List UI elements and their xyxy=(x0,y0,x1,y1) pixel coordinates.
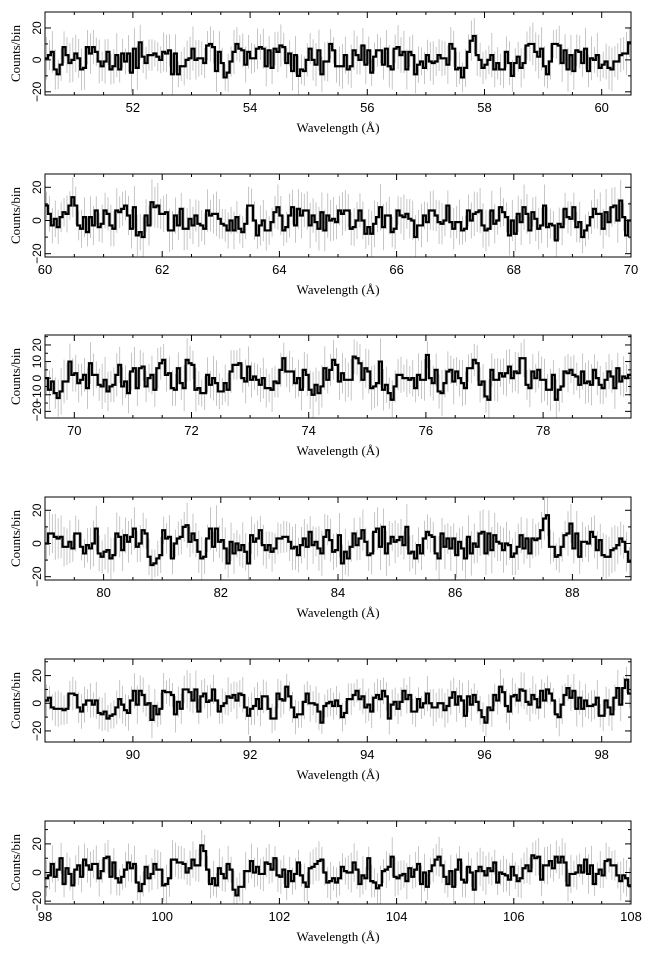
y-tick-label: 0 xyxy=(30,375,44,382)
x-tick-label: 72 xyxy=(184,423,198,438)
x-tick-label: 70 xyxy=(624,262,638,277)
y-tick-label: −20 xyxy=(30,891,44,912)
x-tick-label: 96 xyxy=(477,747,491,762)
x-tick-label: 98 xyxy=(38,909,52,924)
y-axis-label: Counts/bin xyxy=(8,671,23,729)
x-tick-label: 88 xyxy=(565,585,579,600)
y-axis-label: Counts/bin xyxy=(8,509,23,567)
x-tick-label: 52 xyxy=(126,100,140,115)
y-tick-label: −20 xyxy=(30,81,44,102)
y-tick-label: 20 xyxy=(30,338,44,352)
x-tick-label: 102 xyxy=(269,909,291,924)
x-tick-label: 62 xyxy=(155,262,169,277)
x-tick-label: 60 xyxy=(594,100,608,115)
spectrum-step-line xyxy=(45,678,631,724)
x-tick-label: 86 xyxy=(448,585,462,600)
panel-1: 52 54 56 58 60 −20 0 20 Wavelength (Å) Counts/bin xyxy=(8,11,632,135)
x-axis-label: Wavelength (Å) xyxy=(296,282,379,297)
x-tick-label: 70 xyxy=(67,423,81,438)
spectrum-step-line xyxy=(45,196,631,242)
y-tick-label: 20 xyxy=(30,21,44,35)
x-tick-label: 76 xyxy=(419,423,433,438)
spectrum-step-line xyxy=(45,514,631,567)
y-tick-label: 20 xyxy=(30,180,44,194)
spectrum-step-line xyxy=(45,34,631,79)
x-tick-label: 58 xyxy=(477,100,491,115)
y-tick-label: −20 xyxy=(30,401,44,422)
x-tick-label: 66 xyxy=(389,262,403,277)
panel-4: 80 82 84 86 88 −20 0 20 Wavelength (Å) Counts/bin xyxy=(8,496,632,620)
y-tick-label: 10 xyxy=(30,355,44,369)
x-tick-label: 82 xyxy=(214,585,228,600)
x-tick-label: 64 xyxy=(272,262,286,277)
x-axis-label: Wavelength (Å) xyxy=(296,120,379,135)
x-tick-label: 54 xyxy=(243,100,257,115)
panel-6: 98 100 102 104 106 108 −20 0 20 Wavelength (Å) Cou… xyxy=(8,820,642,944)
y-axis-label: Counts/bin xyxy=(8,24,23,82)
y-tick-label: 0 xyxy=(30,217,44,224)
x-tick-label: 106 xyxy=(503,909,525,924)
x-axis-label: Wavelength (Å) xyxy=(296,605,379,620)
x-tick-label: 104 xyxy=(386,909,408,924)
y-tick-label: −10 xyxy=(30,384,44,405)
x-tick-label: 94 xyxy=(360,747,374,762)
plot-frame xyxy=(44,820,632,905)
x-tick-label: 68 xyxy=(507,262,521,277)
y-tick-label: 20 xyxy=(30,669,44,683)
spectrum-step-line xyxy=(45,353,631,401)
y-axis-label: Counts/bin xyxy=(8,347,23,405)
y-tick-label: −20 xyxy=(30,566,44,587)
y-tick-label: 0 xyxy=(30,56,44,63)
spectrum-step-line xyxy=(45,844,631,897)
y-tick-label: 20 xyxy=(30,837,44,851)
x-axis-label: Wavelength (Å) xyxy=(296,929,379,944)
x-tick-label: 100 xyxy=(151,909,173,924)
y-axis-label: Counts/bin xyxy=(8,833,23,891)
x-tick-label: 84 xyxy=(331,585,345,600)
panel-5: 90 92 94 96 98 −20 0 20 Wavelength (Å) Counts/bin xyxy=(8,658,632,782)
y-tick-label: −20 xyxy=(30,720,44,741)
x-tick-label: 60 xyxy=(38,262,52,277)
x-tick-label: 56 xyxy=(360,100,374,115)
x-axis-label: Wavelength (Å) xyxy=(296,443,379,458)
x-tick-label: 78 xyxy=(536,423,550,438)
x-tick-label: 80 xyxy=(96,585,110,600)
y-axis-label: Counts/bin xyxy=(8,186,23,244)
panel-2: 60 62 64 66 68 70 −20 0 20 Wavelength (Å) Counts/b… xyxy=(8,173,638,297)
x-axis-label: Wavelength (Å) xyxy=(296,767,379,782)
y-tick-label: 0 xyxy=(30,540,44,547)
x-tick-label: 74 xyxy=(301,423,315,438)
x-tick-label: 98 xyxy=(594,747,608,762)
y-tick-label: 0 xyxy=(30,700,44,707)
y-tick-label: 20 xyxy=(30,503,44,517)
x-tick-label: 92 xyxy=(243,747,257,762)
x-tick-label: 108 xyxy=(620,909,642,924)
panel-3: 70 72 74 76 78 −20−10 0 10 20 Wavelength (Å) Count… xyxy=(8,334,632,458)
y-tick-label: 0 xyxy=(30,869,44,876)
x-tick-label: 90 xyxy=(126,747,140,762)
y-tick-label: −20 xyxy=(30,243,44,264)
